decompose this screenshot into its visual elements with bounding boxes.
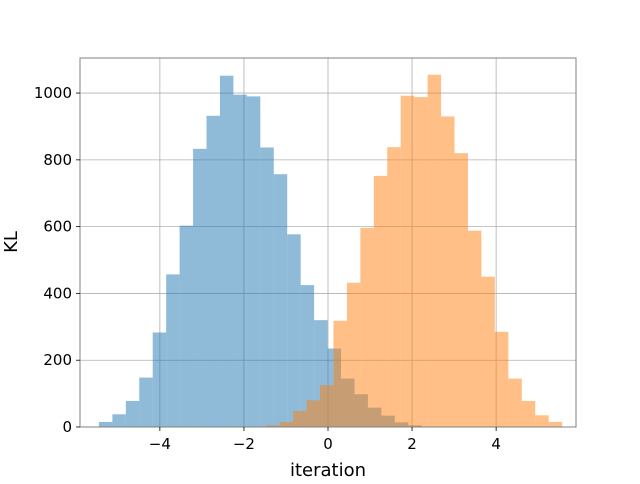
histogram-bar-series-2 (360, 227, 374, 427)
x-axis-label: iteration (290, 460, 366, 480)
histogram-bar-series-1 (287, 234, 301, 427)
histogram-bar-series-2 (427, 74, 442, 427)
x-tick-label: −2 (233, 435, 255, 453)
histogram-bar-series-2 (467, 230, 482, 427)
histogram-bar-series-2 (508, 378, 522, 427)
histogram-bar-series-1 (125, 400, 140, 427)
histogram-bar-series-2 (481, 276, 495, 427)
histogram-bar-series-1 (112, 414, 126, 427)
histogram-bar-series-2 (346, 282, 361, 427)
x-tick-label: 0 (323, 435, 333, 453)
histogram-bar-series-2 (535, 415, 549, 427)
y-tick-label: 200 (43, 351, 72, 369)
x-tick-label: 2 (407, 435, 417, 453)
histogram-bar-series-1 (193, 148, 207, 428)
histogram-bar-series-1 (219, 75, 234, 427)
x-tick-label: −4 (149, 435, 171, 453)
histogram-bar-series-2 (373, 175, 388, 427)
histogram-bar-series-2 (320, 385, 334, 427)
histogram-bar-series-2 (521, 400, 536, 427)
histogram-bar-series-2 (441, 116, 455, 428)
histogram-bar-series-2 (266, 425, 280, 427)
histogram-bar-series-2 (387, 147, 401, 428)
histogram-bars (98, 74, 563, 428)
histogram-bar-series-1 (206, 115, 220, 427)
y-tick-label: 400 (43, 284, 72, 302)
y-tick-label: 0 (62, 418, 72, 436)
histogram-bar-series-1 (152, 332, 167, 427)
histogram-bar-series-2 (454, 153, 468, 428)
x-tick-label: 4 (491, 435, 501, 453)
histogram-bar-series-1 (246, 96, 261, 428)
histogram-bar-series-2 (400, 95, 415, 428)
histogram-bar-series-1 (139, 377, 153, 427)
axis-ticks: −4 −2 0 2 4 0 200 400 600 800 1000 (34, 84, 501, 453)
histogram-bar-series-1 (166, 274, 180, 427)
histogram-bar-series-2 (494, 331, 509, 427)
histogram-bar-series-1 (98, 421, 113, 427)
histogram-bar-series-2 (414, 97, 428, 427)
histogram-bar-series-2 (279, 421, 294, 427)
y-tick-label: 600 (43, 218, 72, 236)
histogram-bar-series-1 (300, 285, 315, 427)
y-axis-label: KL (1, 231, 22, 253)
y-tick-label: 1000 (34, 84, 72, 102)
histogram-bar-series-1 (260, 147, 274, 427)
y-tick-label: 800 (43, 151, 72, 169)
histogram-bar-series-1 (179, 225, 194, 427)
histogram-bar-series-1 (233, 94, 247, 427)
histogram-bar-series-1 (273, 174, 288, 427)
histogram-bar-series-2 (293, 410, 307, 427)
histogram-bar-series-2 (333, 320, 347, 427)
histogram-bar-series-2 (306, 400, 321, 427)
histogram-bar-series-2 (548, 421, 563, 427)
